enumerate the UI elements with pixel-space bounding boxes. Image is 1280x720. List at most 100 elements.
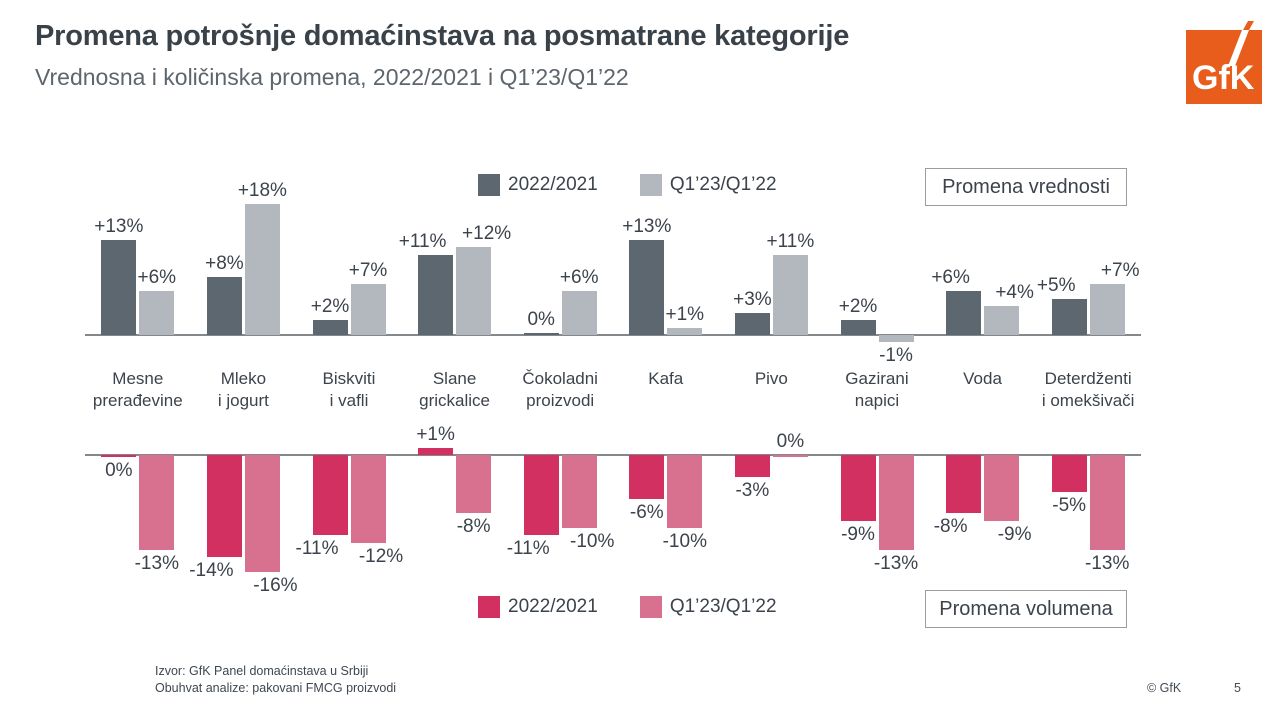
value-label-c9-s1: +7% <box>1100 259 1140 281</box>
value-label-c1-s0: +8% <box>205 252 244 274</box>
source-line2: Obuhvat analize: pakovani FMCG proizvodi <box>155 681 397 696</box>
bar-c3-s1 <box>456 455 492 514</box>
value-label-c9-s1: -13% <box>1085 552 1130 574</box>
bar-c4-s1 <box>561 455 597 528</box>
source-note: Izvor: GfK Panel domaćinstava u Srbiji O… <box>155 663 396 698</box>
bar-c4-s0 <box>523 333 559 335</box>
legend-swatch-light-gray <box>639 174 662 196</box>
bar-c6-s1 <box>772 455 808 457</box>
category-label: Kafa <box>648 369 684 388</box>
bar-c2-s1 <box>350 283 386 335</box>
value-label-c8-s1: -9% <box>997 523 1032 545</box>
bar-c1-s1 <box>244 455 280 572</box>
legend-item: 2022/2021 <box>478 174 598 196</box>
value-label-c7-s0: +2% <box>838 296 878 318</box>
bar-c1-s0 <box>206 455 242 558</box>
value-label-c7-s1: -1% <box>879 345 913 367</box>
value-label-c5-s0: -6% <box>629 501 664 523</box>
category-label: Mesne prerađevine <box>92 369 183 411</box>
bar-c6-s0 <box>734 313 770 335</box>
value-label-c8-s0: -8% <box>933 516 968 538</box>
value-label-c0-s0: +13% <box>94 216 144 238</box>
value-label-c7-s1: -13% <box>873 552 919 574</box>
category-label: Pivo <box>754 369 788 388</box>
value-label-c0-s0: 0% <box>105 460 133 481</box>
bar-c7-s1 <box>878 335 914 343</box>
bar-c7-s0 <box>840 455 876 521</box>
bar-c5-s0 <box>629 240 665 335</box>
value-label-c2-s1: +7% <box>348 259 388 281</box>
value-label-c4-s1: -10% <box>570 531 615 552</box>
bar-c8-s1 <box>984 455 1020 521</box>
bar-c2-s0 <box>312 455 348 536</box>
legend-item: 2022/2021 <box>478 596 598 618</box>
bar-c1-s1 <box>244 203 280 335</box>
value-label-c9-s0: +5% <box>1036 274 1076 296</box>
bar-c7-s0 <box>840 320 876 335</box>
bar-c5-s1 <box>667 327 703 335</box>
legend-label: 2022/2021 <box>508 174 598 195</box>
bar-c5-s1 <box>667 455 703 528</box>
legend-label: 2022/2021 <box>508 596 598 617</box>
legend-swatch-light-pink <box>639 596 662 618</box>
value-label-c3-s1: +12% <box>462 223 512 245</box>
source-line1: Izvor: GfK Panel domaćinstava u Srbiji <box>155 664 369 678</box>
category-axis-labels: Mesne prerađevine Mleko i jogurt Biskviti … <box>85 368 1141 412</box>
volume-chart-title-box: Promena volumena <box>925 590 1127 628</box>
bar-c1-s0 <box>206 276 242 335</box>
bar-c6-s1 <box>772 254 808 335</box>
gfk-logo-slash <box>1228 30 1249 66</box>
bar-c9-s1 <box>1089 455 1125 550</box>
bar-c8-s0 <box>946 455 982 514</box>
legend-swatch-dark-pink <box>478 596 500 618</box>
bar-c3-s1 <box>456 247 492 335</box>
bar-c8-s0 <box>946 291 982 335</box>
bar-c9-s1 <box>1089 283 1125 335</box>
bar-c2-s0 <box>312 320 348 335</box>
bar-c9-s0 <box>1051 298 1087 335</box>
axis-line <box>85 454 1141 456</box>
value-label-c4-s0: 0% <box>527 309 555 330</box>
bar-c3-s0 <box>418 254 454 335</box>
value-label-c4-s1: +6% <box>559 267 599 289</box>
page-number: 5 <box>1234 681 1241 695</box>
value-label-c8-s0: +6% <box>931 267 970 289</box>
bar-c4-s0 <box>523 455 559 536</box>
value-label-c3-s0: +11% <box>398 230 447 252</box>
volume-change-chart: 0% -14% -11% +1% -11% -6% -3% -9% -8% -5% -13% -16%… <box>85 424 1141 605</box>
value-label-c1-s0: -14% <box>189 560 234 582</box>
value-label-c2-s1: -12% <box>358 545 404 567</box>
bar-c2-s1 <box>350 455 386 543</box>
value-label-c1-s1: -16% <box>253 574 298 596</box>
gfk-logo-square <box>1186 30 1262 104</box>
bar-c7-s1 <box>878 455 914 550</box>
category-label: Voda <box>963 369 1002 388</box>
value-label-c1-s1: +18% <box>237 179 287 201</box>
value-label-c9-s0: -5% <box>1052 494 1087 516</box>
copyright: © GfK <box>1147 681 1182 695</box>
value-label-c4-s0: -11% <box>506 538 550 560</box>
axis-line <box>85 334 1141 336</box>
value-label-c3-s0: +1% <box>416 423 455 445</box>
value-chart-title-box: Promena vrednosti <box>925 168 1127 206</box>
value-label-c8-s1: +4% <box>995 281 1034 303</box>
category-label: Deterdženti i omekšivači <box>1041 369 1135 411</box>
bar-c9-s0 <box>1051 455 1087 492</box>
value-label-c2-s0: +2% <box>310 296 350 318</box>
value-label-c6-s0: +3% <box>733 289 772 311</box>
gfk-logo: GfK <box>1186 21 1262 104</box>
legend-swatch-dark-gray <box>478 174 500 196</box>
value-chart-legend: 2022/2021 Q1’23/Q1’22 <box>478 174 777 196</box>
gfk-logo-text: GfK <box>1192 59 1255 97</box>
gfk-logo-accent <box>1243 21 1254 30</box>
value-label-c5-s0: +13% <box>622 216 672 238</box>
category-label: Gazirani napici <box>845 369 909 411</box>
value-label-c6-s0: -3% <box>735 479 770 501</box>
volume-chart-legend: 2022/2021 Q1’23/Q1’22 <box>478 596 777 618</box>
page-subtitle: Vrednosna i količinska promena, 2022/202… <box>35 64 629 90</box>
bar-c5-s0 <box>629 455 665 499</box>
value-label-c6-s1: 0% <box>776 431 805 452</box>
legend-item: Q1’23/Q1’22 <box>639 174 777 196</box>
value-label-c3-s1: -8% <box>456 516 491 538</box>
